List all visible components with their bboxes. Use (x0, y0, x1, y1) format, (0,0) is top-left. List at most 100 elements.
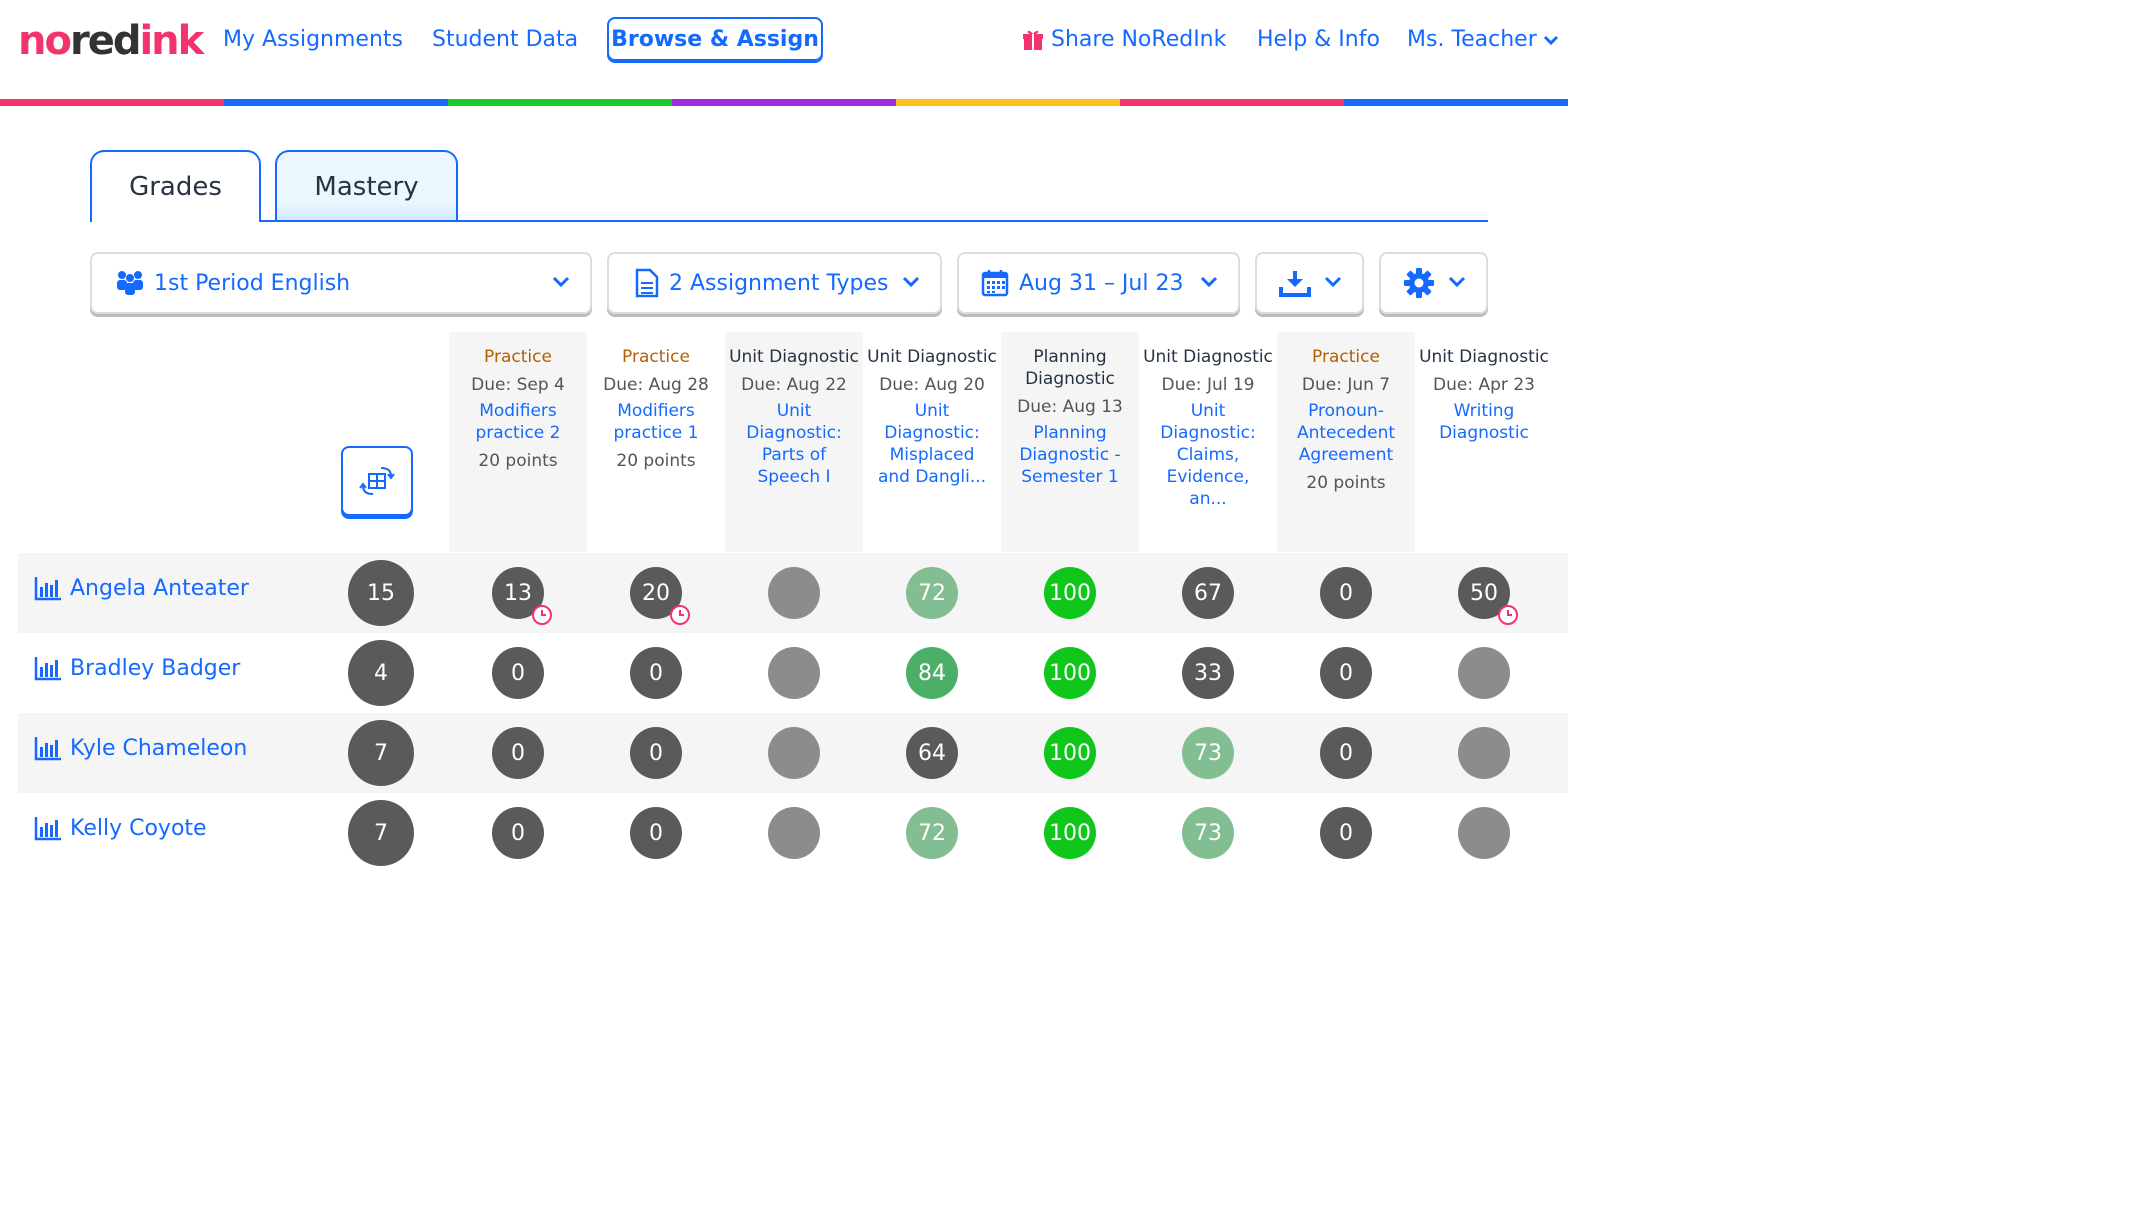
assignment-title-link[interactable]: Writing Diagnostic (1439, 401, 1529, 443)
assignment-points: 20 points (616, 451, 696, 471)
class-select[interactable]: 1st Period English (90, 252, 592, 314)
document-icon (635, 268, 659, 298)
assignment-title-link[interactable]: Planning Diagnostic - Semester 1 (1019, 423, 1121, 487)
student-name-link[interactable]: Angela Anteater (34, 575, 249, 601)
assignment-title-link[interactable]: Unit Diagnostic: Claims, Evidence, an... (1160, 401, 1256, 509)
score-badge[interactable] (768, 647, 820, 699)
assignment-due-date: Due: Aug 28 (603, 375, 709, 395)
assignment-column-header: Unit Diagnostic Due: Apr 23 Writing Diagno… (1415, 332, 1553, 552)
score-badge[interactable]: 0 (1320, 647, 1372, 699)
student-name-link[interactable]: Bradley Badger (34, 655, 240, 681)
user-menu[interactable]: Ms. Teacher (1407, 27, 1559, 52)
nav-browse-assign-button[interactable]: Browse & Assign (607, 17, 823, 61)
share-label: Share NoRedInk (1051, 27, 1227, 52)
chevron-down-icon (1543, 35, 1558, 45)
assignment-column-header: Practice Due: Jun 7 Pronoun-Antecedent Agr… (1277, 332, 1415, 552)
assignment-title-link[interactable]: Pronoun-Antecedent Agreement (1296, 401, 1396, 465)
score-badge[interactable]: 84 (906, 647, 958, 699)
score-badge[interactable]: 0 (1320, 727, 1372, 779)
assignment-due-date: Due: Aug 22 (741, 375, 847, 395)
student-row: Kelly Coyote 7 0 0 72 100 73 0 (18, 793, 1568, 873)
assignment-type: Unit Diagnostic (1143, 347, 1273, 367)
student-name-link[interactable]: Kyle Chameleon (34, 735, 247, 761)
student-name: Kyle Chameleon (70, 735, 248, 761)
top-nav: noredink My Assignments Student Data Bro… (0, 0, 1568, 100)
nav-my-assignments[interactable]: My Assignments (223, 27, 403, 52)
student-name: Angela Anteater (70, 575, 249, 601)
assignment-types-select[interactable]: 2 Assignment Types (607, 252, 942, 314)
assignment-type: Planning Diagnostic (1025, 347, 1115, 389)
rainbow-segment (224, 99, 448, 106)
people-icon (117, 271, 143, 295)
tab-grades[interactable]: Grades (90, 150, 261, 222)
grid-sort-icon (359, 467, 395, 495)
assignment-due-date: Due: Sep 4 (471, 375, 565, 395)
score-badge[interactable] (1458, 727, 1510, 779)
assignment-column-header: Unit Diagnostic Due: Aug 22 Unit Diagnosti… (725, 332, 863, 552)
score-badge[interactable] (1458, 807, 1510, 859)
score-badge[interactable]: 73 (1182, 807, 1234, 859)
chevron-down-icon (902, 276, 920, 288)
score-badge[interactable]: 0 (630, 647, 682, 699)
score-badge[interactable]: 0 (630, 727, 682, 779)
nav-student-data[interactable]: Student Data (432, 27, 579, 52)
noredink-logo[interactable]: noredink (18, 18, 204, 64)
assignment-type: Practice (622, 347, 690, 367)
assignment-title-link[interactable]: Modifiers practice 2 (475, 401, 561, 443)
assignment-type: Practice (484, 347, 552, 367)
student-row: Bradley Badger 4 0 0 84 100 33 0 (18, 633, 1568, 713)
gift-icon (1023, 30, 1043, 50)
total-score-badge: 7 (348, 800, 414, 866)
score-badge[interactable] (768, 807, 820, 859)
student-name-link[interactable]: Kelly Coyote (34, 815, 207, 841)
bar-chart-icon (34, 817, 61, 841)
assignment-points: 20 points (1306, 473, 1386, 493)
score-badge[interactable] (768, 567, 820, 619)
assignment-type: Practice (1312, 347, 1380, 367)
score-badge[interactable]: 72 (906, 567, 958, 619)
assignment-type: Unit Diagnostic (729, 347, 859, 367)
score-badge[interactable]: 64 (906, 727, 958, 779)
student-name: Kelly Coyote (70, 815, 207, 841)
score-badge[interactable] (1458, 647, 1510, 699)
score-badge[interactable]: 100 (1044, 567, 1096, 619)
nav-share[interactable]: Share NoRedInk (1021, 27, 1226, 52)
score-badge[interactable]: 0 (630, 807, 682, 859)
assignment-type: Unit Diagnostic (1419, 347, 1549, 367)
nav-help-info[interactable]: Help & Info (1257, 27, 1380, 52)
assignment-title-link[interactable]: Modifiers practice 1 (613, 401, 699, 443)
score-badge[interactable]: 72 (906, 807, 958, 859)
rainbow-segment (1344, 99, 1568, 106)
score-badge[interactable]: 0 (492, 727, 544, 779)
score-badge[interactable]: 0 (1320, 807, 1372, 859)
score-badge[interactable]: 100 (1044, 647, 1096, 699)
assignment-column-header: Planning Diagnostic Due: Aug 13 Planning D… (1001, 332, 1139, 552)
late-clock-icon (531, 604, 553, 626)
assignment-title-link[interactable]: Unit Diagnostic: Parts of Speech I (746, 401, 842, 487)
score-badge[interactable]: 100 (1044, 727, 1096, 779)
score-badge[interactable]: 100 (1044, 807, 1096, 859)
student-row: Kyle Chameleon 7 0 0 64 100 73 0 (18, 713, 1568, 793)
sort-reorder-button[interactable] (341, 446, 413, 516)
download-icon (1279, 271, 1311, 297)
assignment-due-date: Due: Aug 13 (1017, 397, 1123, 417)
assignment-column-header: Practice Due: Aug 28 Modifiers practice 1 2… (587, 332, 725, 552)
class-select-label: 1st Period English (154, 270, 351, 296)
assignment-column-header: Unit Diagnostic Due: Jul 19 Unit Diagnosti… (1139, 332, 1277, 552)
score-badge[interactable]: 33 (1182, 647, 1234, 699)
score-badge[interactable]: 0 (492, 647, 544, 699)
settings-menu-button[interactable] (1379, 252, 1488, 314)
date-range-label: Aug 31 – Jul 23 (1019, 270, 1184, 296)
assignment-column-header: Practice Due: Sep 4 Modifiers practice 2 20… (449, 332, 587, 552)
assignment-title-link[interactable]: Unit Diagnostic: Misplaced and Dangli... (877, 401, 987, 487)
rainbow-segment (1120, 99, 1344, 106)
score-badge[interactable]: 0 (492, 807, 544, 859)
score-badge[interactable] (768, 727, 820, 779)
download-menu-button[interactable] (1255, 252, 1364, 314)
bar-chart-icon (34, 577, 61, 601)
score-badge[interactable]: 73 (1182, 727, 1234, 779)
score-badge[interactable]: 0 (1320, 567, 1372, 619)
tab-mastery[interactable]: Mastery (275, 150, 458, 222)
date-range-select[interactable]: Aug 31 – Jul 23 (957, 252, 1240, 314)
score-badge[interactable]: 67 (1182, 567, 1234, 619)
